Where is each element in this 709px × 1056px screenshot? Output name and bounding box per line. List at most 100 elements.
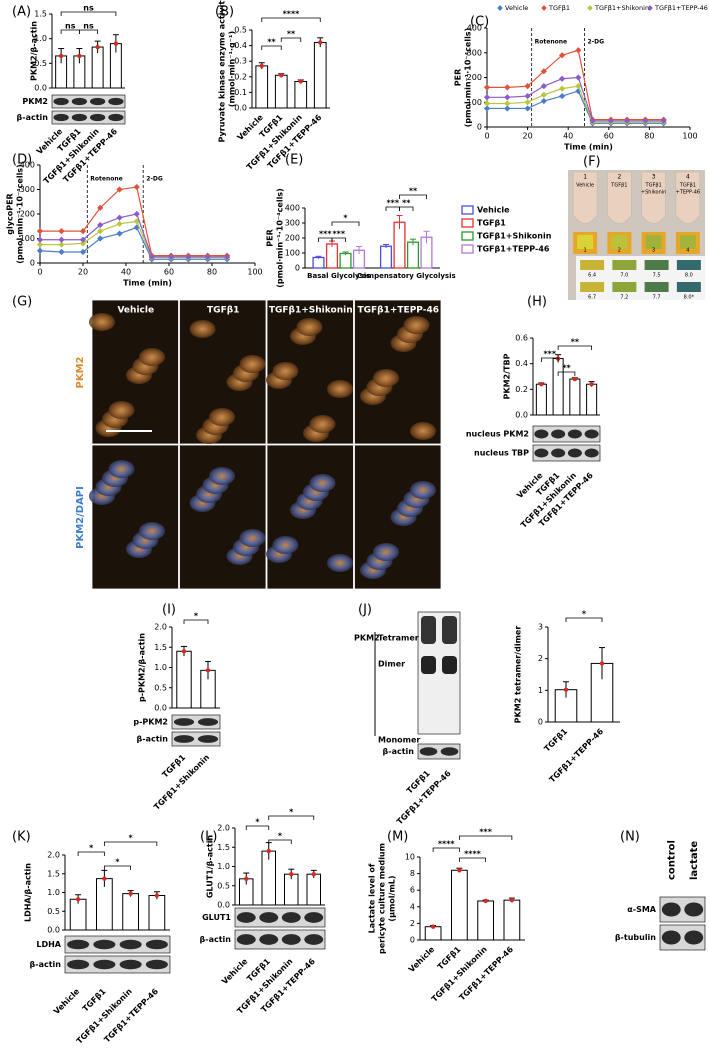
y-tick-label: 200 [20, 210, 35, 219]
blot-row-label: LDHA [36, 940, 61, 949]
y-tick-label: 1.0 [47, 888, 60, 897]
bar-mean-dot [430, 924, 436, 929]
significance-bracket [77, 851, 105, 856]
cell [327, 554, 353, 572]
blot-band [145, 939, 168, 950]
ph-swatch [580, 282, 605, 292]
bar-mean-dot [77, 53, 82, 59]
y-tick-label: 0.6 [515, 334, 528, 343]
x-tick-label: 0 [484, 132, 489, 141]
y-tick-label: 400 [20, 161, 35, 170]
y-tick-label: 400 [467, 24, 482, 33]
marker [504, 100, 511, 107]
blot-row-label: β-actin [137, 735, 169, 744]
blot-band [534, 429, 549, 439]
bar [91, 46, 104, 89]
blot-strip [532, 444, 601, 462]
marker [524, 105, 531, 112]
gel-band [421, 616, 436, 644]
well-number: 1 [584, 248, 587, 254]
significance-label: ** [402, 199, 411, 208]
blot-band [551, 448, 566, 458]
panel-label: (M) [387, 830, 408, 845]
cell [108, 460, 135, 478]
y-tick-label: 0.3 [234, 57, 247, 66]
cell [410, 422, 436, 440]
marker [524, 83, 531, 90]
tube [607, 171, 632, 224]
blot-band [173, 735, 195, 743]
significance-label: *** [543, 350, 556, 359]
blot-band [661, 930, 681, 945]
cell [239, 355, 266, 373]
blot-band [419, 747, 438, 756]
blot-band [281, 912, 301, 923]
marker [36, 241, 44, 248]
y-axis-label: (μmol/mL) [388, 875, 397, 921]
lane-label: control [666, 840, 677, 880]
marker [148, 253, 155, 260]
bar-mean-dot [244, 876, 249, 882]
y-axis-label: p-PKM2/β-actin [138, 633, 147, 702]
cell [108, 401, 135, 419]
tube [572, 171, 598, 224]
tube-number: 3 [652, 174, 656, 181]
well-spot [577, 235, 594, 249]
blot-band [108, 97, 124, 106]
marker [575, 74, 582, 81]
significance-label: * [582, 610, 587, 619]
bar [451, 869, 468, 941]
legend-swatch [461, 244, 474, 254]
gel-band [442, 656, 457, 674]
legend-marker [587, 5, 593, 11]
marker [524, 92, 531, 100]
ph-value: 6.7 [588, 295, 596, 301]
annotation-label: Rotenone [90, 176, 122, 183]
bar [586, 383, 598, 416]
bar [312, 256, 325, 269]
bar-mean-dot [298, 79, 303, 84]
bar-mean-dot [259, 63, 264, 69]
marker [575, 83, 582, 90]
blot-band [71, 113, 88, 122]
blot-band [259, 934, 279, 945]
y-axis-label: (mmol·min⁻¹·g⁻¹) [228, 31, 237, 107]
marker [575, 47, 582, 54]
y-tick-label: 8 [410, 869, 415, 878]
blot-band [108, 113, 124, 122]
bar-mean-dot [279, 73, 284, 78]
significance-label: *** [332, 230, 345, 239]
marker [524, 99, 531, 106]
y-tick-label: 2.0 [47, 851, 60, 860]
bar [477, 900, 494, 941]
y-tick-label: 0.0 [515, 411, 528, 420]
cell [410, 481, 436, 499]
marker [133, 210, 140, 218]
legend-label: TGFβ1+TEPP-46 [477, 245, 550, 254]
blot-row-label: β-tubulin [615, 933, 656, 942]
y-tick-label: 0 [410, 936, 415, 945]
y-tick-label: 0.4 [234, 41, 247, 50]
x-tick-label: 20 [78, 268, 88, 277]
significance-label: ns [83, 22, 94, 31]
y-tick-label: 0.1 [234, 88, 247, 97]
marker [36, 228, 44, 235]
y-axis-label: PER [266, 229, 275, 247]
significance-bracket [557, 345, 593, 350]
column-header: Vehicle [117, 306, 154, 316]
significance-bracket [60, 11, 117, 16]
marker [204, 253, 211, 260]
marker [483, 94, 491, 101]
ph-value: 8.0 [685, 273, 693, 279]
blot-strip [234, 907, 326, 928]
tube-label: TGFβ1 [679, 183, 696, 189]
bar [325, 243, 339, 269]
y-axis-label: glycoPER [6, 193, 15, 234]
significance-label: **** [464, 850, 482, 859]
bar-mean-dot [113, 41, 119, 46]
ph-swatch [612, 260, 637, 270]
legend-label: Vehicle [505, 4, 528, 12]
marker [97, 221, 104, 229]
annotation-label: Rotenone [535, 39, 567, 46]
significance-label: * [278, 832, 283, 841]
